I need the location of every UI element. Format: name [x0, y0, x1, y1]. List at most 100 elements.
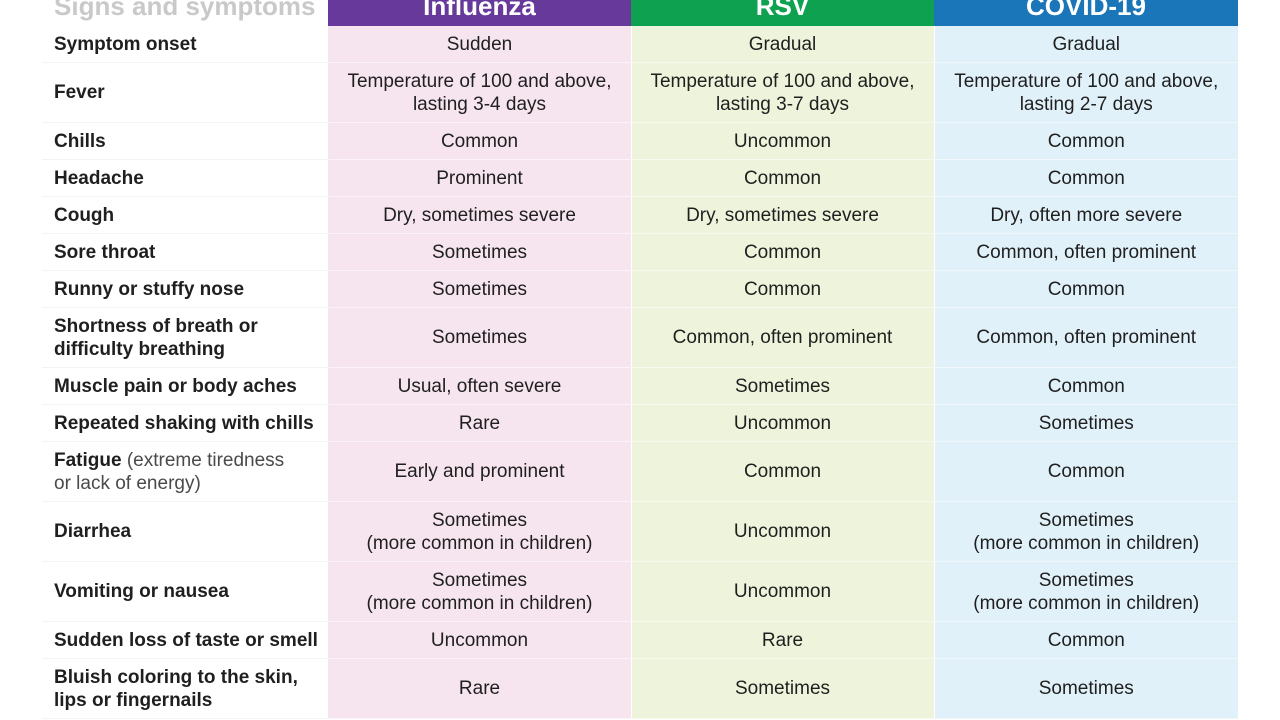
header-influenza: Influenza	[328, 0, 631, 26]
table-row: Bluish coloring to the skin, lips or fing…	[42, 658, 1238, 719]
symptom-label: Fatigue (extreme tiredness or lack of ene…	[42, 441, 329, 502]
covid-cell: Common	[933, 441, 1238, 502]
table-row: Symptom onset Sudden Gradual Gradual	[42, 26, 1238, 63]
table-row: Cough Dry, sometimes severe Dry, sometim…	[42, 196, 1238, 234]
symptom-note: (extreme tiredness	[121, 449, 285, 471]
table-row: Runny or stuffy nose Sometimes Common Co…	[42, 270, 1238, 308]
influenza-cell: Sometimes (more common in children)	[328, 501, 631, 562]
symptom-label: Sudden loss of taste or smell	[42, 621, 329, 659]
table-row: Shortness of breath or difficulty breathi…	[42, 307, 1238, 368]
rsv-cell: Rare	[630, 621, 934, 659]
table-row: Vomiting or nausea Sometimes (more common…	[42, 561, 1238, 622]
symptom-comparison-chart: Signs and symptoms Influenza RSV COVID-1…	[42, 0, 1238, 719]
rsv-cell: Dry, sometimes severe	[630, 196, 934, 234]
rsv-cell: Common	[630, 159, 934, 197]
influenza-cell: Usual, often severe	[328, 367, 631, 405]
covid-cell: Dry, often more severe	[933, 196, 1238, 234]
symptom-line: Shortness of breath or	[54, 315, 258, 337]
rsv-cell: Uncommon	[630, 501, 934, 562]
symptom-line: difficulty breathing	[54, 338, 225, 360]
table-header-row: Signs and symptoms Influenza RSV COVID-1…	[42, 0, 1238, 26]
covid-cell: Gradual	[933, 26, 1238, 63]
table-row: Repeated shaking with chills Rare Uncomm…	[42, 404, 1238, 442]
rsv-cell: Sometimes	[630, 658, 934, 719]
symptom-table: Signs and symptoms Influenza RSV COVID-1…	[42, 0, 1238, 719]
header-covid-19: COVID-19	[934, 0, 1238, 26]
influenza-cell: Rare	[328, 404, 631, 442]
influenza-cell: Sudden	[328, 26, 631, 63]
symptom-label: Sore throat	[42, 233, 329, 271]
symptom-label: Runny or stuffy nose	[42, 270, 329, 308]
covid-cell: Common	[933, 367, 1238, 405]
influenza-cell: Sometimes	[328, 233, 631, 271]
rsv-cell: Sometimes	[630, 367, 934, 405]
cell-line: (more common in children)	[973, 592, 1200, 614]
cell-line: (more common in children)	[973, 532, 1200, 554]
covid-cell: Sometimes	[933, 658, 1238, 719]
table-row: Diarrhea Sometimes (more common in childr…	[42, 501, 1238, 562]
influenza-cell: Sometimes (more common in children)	[328, 561, 631, 622]
table-row: Headache Prominent Common Common	[42, 159, 1238, 197]
covid-cell: Sometimes (more common in children)	[933, 501, 1238, 562]
symptom-label: Symptom onset	[42, 26, 329, 63]
symptom-label: Diarrhea	[42, 501, 329, 562]
symptom-line: Fatigue	[54, 449, 122, 471]
covid-cell: Common	[933, 122, 1238, 160]
symptom-label: Shortness of breath or difficulty breathi…	[42, 307, 329, 368]
table-row: Fever Temperature of 100 and above, lasti…	[42, 62, 1238, 123]
symptom-label: Headache	[42, 159, 329, 197]
rsv-cell: Common	[630, 270, 934, 308]
cell-line: Temperature of 100 and above,	[347, 70, 612, 92]
rsv-cell: Uncommon	[630, 561, 934, 622]
influenza-cell: Uncommon	[328, 621, 631, 659]
covid-cell: Common	[933, 159, 1238, 197]
symptom-line: Bluish coloring to the skin,	[54, 666, 298, 688]
covid-cell: Sometimes	[933, 404, 1238, 442]
rsv-cell: Uncommon	[630, 404, 934, 442]
cell-line: Sometimes	[1038, 509, 1134, 531]
influenza-cell: Common	[328, 122, 631, 160]
header-signs-and-symptoms: Signs and symptoms	[42, 0, 328, 26]
header-rsv: RSV	[631, 0, 934, 26]
symptom-label: Bluish coloring to the skin, lips or fing…	[42, 658, 329, 719]
table-row: Muscle pain or body aches Usual, often s…	[42, 367, 1238, 405]
table-row: Sore throat Sometimes Common Common, oft…	[42, 233, 1238, 271]
cell-line: Sometimes	[431, 509, 528, 531]
symptom-line: lips or fingernails	[54, 689, 213, 711]
influenza-cell: Sometimes	[328, 270, 631, 308]
rsv-cell: Temperature of 100 and above, lasting 3-7…	[630, 62, 934, 123]
rsv-cell: Gradual	[630, 26, 934, 63]
rsv-cell: Common	[630, 441, 934, 502]
cell-line: (more common in children)	[366, 532, 593, 554]
influenza-cell: Early and prominent	[328, 441, 631, 502]
table-row: Sudden loss of taste or smell Uncommon R…	[42, 621, 1238, 659]
influenza-cell: Sometimes	[328, 307, 631, 368]
symptom-label: Vomiting or nausea	[42, 561, 329, 622]
symptom-label: Repeated shaking with chills	[42, 404, 329, 442]
cell-line: Sometimes	[1038, 569, 1134, 591]
table-row: Fatigue (extreme tiredness or lack of ene…	[42, 441, 1238, 502]
cell-line: Sometimes	[431, 569, 528, 591]
covid-cell: Common	[933, 270, 1238, 308]
cell-line: lasting 3-4 days	[412, 93, 547, 115]
cell-line: Temperature of 100 and above,	[650, 70, 915, 92]
table-row: Chills Common Uncommon Common	[42, 122, 1238, 160]
symptom-label: Chills	[42, 122, 329, 160]
covid-cell: Common, often prominent	[933, 307, 1238, 368]
covid-cell: Sometimes (more common in children)	[933, 561, 1238, 622]
rsv-cell: Common	[630, 233, 934, 271]
covid-cell: Temperature of 100 and above, lasting 2-7…	[933, 62, 1238, 123]
symptom-label: Cough	[42, 196, 329, 234]
symptom-label: Fever	[42, 62, 329, 123]
influenza-cell: Rare	[328, 658, 631, 719]
influenza-cell: Temperature of 100 and above, lasting 3-4…	[328, 62, 631, 123]
cell-line: (more common in children)	[366, 592, 593, 614]
covid-cell: Common	[933, 621, 1238, 659]
cell-line: lasting 2-7 days	[1019, 93, 1153, 115]
cell-line: Temperature of 100 and above,	[954, 70, 1219, 92]
rsv-cell: Common, often prominent	[630, 307, 934, 368]
covid-cell: Common, often prominent	[933, 233, 1238, 271]
symptom-note: or lack of energy)	[54, 472, 201, 494]
cell-line: lasting 3-7 days	[715, 93, 850, 115]
influenza-cell: Prominent	[328, 159, 631, 197]
